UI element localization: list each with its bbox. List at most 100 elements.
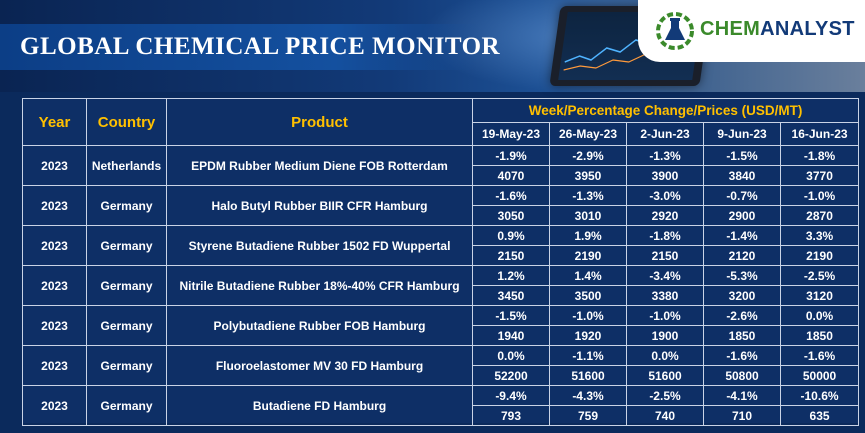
- product-cell: Polybutadiene Rubber FOB Hamburg: [166, 305, 473, 346]
- price-cell: 3900: [626, 165, 704, 186]
- price-cell: 793: [472, 405, 550, 426]
- product-cell: Nitrile Butadiene Rubber 18%-40% CFR Ham…: [166, 265, 473, 306]
- price-cell: 3840: [703, 165, 781, 186]
- change-cell: -0.7%: [703, 185, 781, 206]
- change-cell: 1.2%: [472, 265, 550, 286]
- price-cell: 740: [626, 405, 704, 426]
- change-cell: -2.5%: [626, 385, 704, 406]
- change-cell: -9.4%: [472, 385, 550, 406]
- price-cell: 51600: [626, 365, 704, 386]
- product-cell: Styrene Butadiene Rubber 1502 FD Wuppert…: [166, 225, 473, 266]
- price-cell: 3120: [779, 285, 860, 306]
- year-cell: 2023: [22, 265, 87, 306]
- price-cell: 2150: [626, 245, 704, 266]
- change-cell: -2.5%: [779, 265, 860, 286]
- product-cell: Halo Butyl Rubber BIIR CFR Hamburg: [166, 185, 473, 226]
- price-cell: 3380: [626, 285, 704, 306]
- price-cell: 2900: [703, 205, 781, 226]
- year-cell: 2023: [22, 385, 87, 426]
- page-title: GLOBAL CHEMICAL PRICE MONITOR: [20, 33, 501, 60]
- change-cell: -2.9%: [549, 145, 627, 166]
- price-cell: 4070: [472, 165, 550, 186]
- flask-gear-icon: [656, 12, 694, 50]
- chemanalyst-logo: CHEMANALYST: [638, 0, 865, 62]
- header-country: Country: [86, 98, 167, 146]
- change-cell: -5.3%: [703, 265, 781, 286]
- change-cell: -1.6%: [703, 345, 781, 366]
- price-cell: 52200: [472, 365, 550, 386]
- header-banner: GLOBAL CHEMICAL PRICE MONITOR CHEMANALYS…: [0, 0, 865, 92]
- product-cell: Fluoroelastomer MV 30 FD Hamburg: [166, 345, 473, 386]
- price-cell: 3450: [472, 285, 550, 306]
- change-cell: 0.9%: [472, 225, 550, 246]
- table-row: 2023 Germany Polybutadiene Rubber FOB Ha…: [22, 305, 860, 346]
- change-cell: 1.9%: [549, 225, 627, 246]
- price-cell: 50800: [703, 365, 781, 386]
- price-cell: 3950: [549, 165, 627, 186]
- price-cell: 1920: [549, 325, 627, 346]
- price-cell: 3770: [779, 165, 860, 186]
- country-cell: Germany: [86, 185, 167, 226]
- price-cell: 1940: [472, 325, 550, 346]
- product-cell: EPDM Rubber Medium Diene FOB Rotterdam: [166, 145, 473, 186]
- header-date: 26-May-23: [549, 121, 627, 146]
- table-row: 2023 Netherlands EPDM Rubber Medium Dien…: [22, 145, 860, 186]
- change-cell: -2.6%: [703, 305, 781, 326]
- header-date: 19-May-23: [472, 121, 550, 146]
- price-cell: 51600: [549, 365, 627, 386]
- change-cell: -1.0%: [626, 305, 704, 326]
- logo-text: CHEMANALYST: [700, 18, 855, 41]
- header-date: 16-Jun-23: [779, 121, 860, 146]
- year-cell: 2023: [22, 145, 87, 186]
- change-cell: -1.6%: [472, 185, 550, 206]
- table-row: 793 759 740 710 635: [23, 405, 860, 426]
- price-table: Year Country Product Week/Percentage Cha…: [22, 98, 860, 426]
- logo-chem-text: CHEM: [700, 18, 761, 40]
- year-cell: 2023: [22, 345, 87, 386]
- table-row: 52200 51600 51600 50800 50000: [23, 365, 860, 386]
- table-row: 2023 Germany Fluoroelastomer MV 30 FD Ha…: [22, 345, 860, 386]
- change-cell: -3.4%: [626, 265, 704, 286]
- header-date: 2-Jun-23: [626, 121, 704, 146]
- change-cell: -1.5%: [703, 145, 781, 166]
- price-cell: 2150: [472, 245, 550, 266]
- price-cell: 2190: [779, 245, 860, 266]
- title-band: [0, 24, 480, 70]
- change-cell: -10.6%: [779, 385, 860, 406]
- price-cell: 635: [779, 405, 860, 426]
- year-cell: 2023: [22, 225, 87, 266]
- change-cell: -1.3%: [626, 145, 704, 166]
- change-cell: -1.8%: [626, 225, 704, 246]
- change-cell: 0.0%: [626, 345, 704, 366]
- price-cell: 3500: [549, 285, 627, 306]
- country-cell: Germany: [86, 265, 167, 306]
- price-table-container: Year Country Product Week/Percentage Cha…: [22, 98, 860, 426]
- price-cell: 1850: [779, 325, 860, 346]
- table-row: 3450 3500 3380 3200 3120: [23, 285, 860, 306]
- logo-analyst-text: ANALYST: [760, 18, 855, 40]
- change-cell: -4.3%: [549, 385, 627, 406]
- change-cell: -4.1%: [703, 385, 781, 406]
- change-cell: -3.0%: [626, 185, 704, 206]
- table-row: 2023 Germany Nitrile Butadiene Rubber 18…: [22, 265, 860, 306]
- country-cell: Netherlands: [86, 145, 167, 186]
- change-cell: -1.4%: [703, 225, 781, 246]
- change-cell: -1.1%: [549, 345, 627, 366]
- price-cell: 1900: [626, 325, 704, 346]
- change-cell: 1.4%: [549, 265, 627, 286]
- price-cell: 2870: [779, 205, 860, 226]
- year-cell: 2023: [22, 305, 87, 346]
- header-week-change-prices: Week/Percentage Change/Prices (USD/MT): [471, 98, 860, 123]
- price-cell: 3200: [703, 285, 781, 306]
- price-cell: 50000: [779, 365, 860, 386]
- product-cell: Butadiene FD Hamburg: [166, 385, 473, 426]
- change-cell: 3.3%: [779, 225, 860, 246]
- price-cell: 2120: [703, 245, 781, 266]
- year-cell: 2023: [22, 185, 87, 226]
- change-cell: 0.0%: [779, 305, 860, 326]
- table-row: 2023 Germany Butadiene FD Hamburg -9.4% …: [22, 385, 860, 426]
- change-cell: -1.5%: [472, 305, 550, 326]
- change-cell: -1.8%: [779, 145, 860, 166]
- price-cell: 2920: [626, 205, 704, 226]
- change-cell: 0.0%: [472, 345, 550, 366]
